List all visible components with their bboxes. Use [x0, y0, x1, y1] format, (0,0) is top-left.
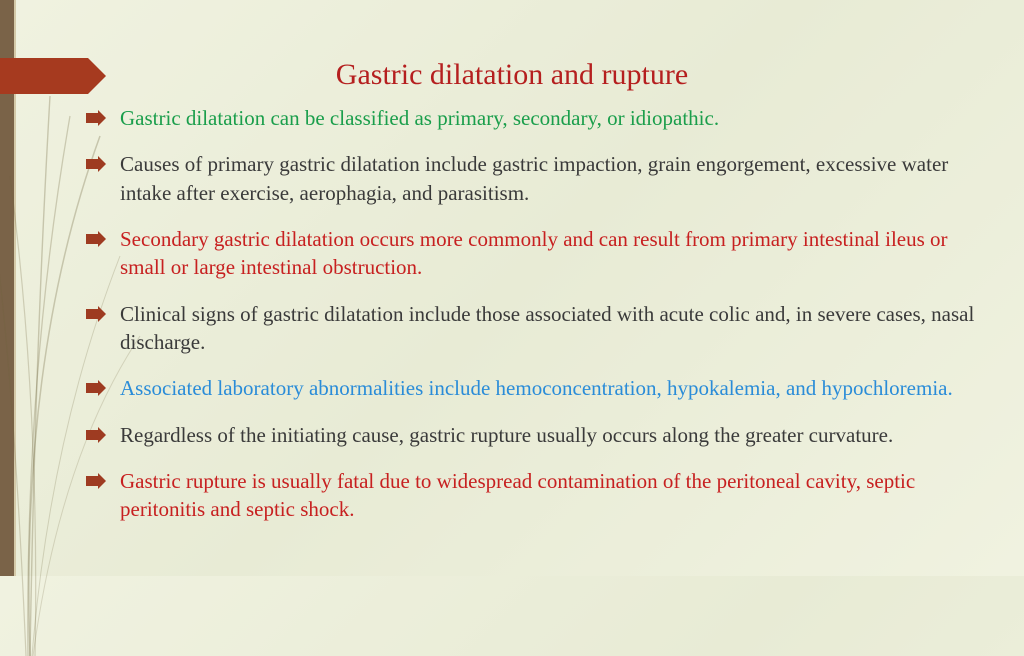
bullet-arrow-icon	[86, 306, 110, 322]
list-item: Regardless of the initiating cause, gast…	[86, 421, 984, 449]
list-item: Associated laboratory abnormalities incl…	[86, 374, 984, 402]
bullet-arrow-icon	[86, 427, 110, 443]
bullet-text: Gastric rupture is usually fatal due to …	[120, 467, 984, 524]
bullet-arrow-icon	[86, 380, 110, 396]
list-item: Secondary gastric dilatation occurs more…	[86, 225, 984, 282]
list-item: Gastric rupture is usually fatal due to …	[86, 467, 984, 524]
bullet-arrow-icon	[86, 110, 110, 126]
bullet-list: Gastric dilatation can be classified as …	[86, 104, 984, 524]
bullet-text: Secondary gastric dilatation occurs more…	[120, 225, 984, 282]
bullet-text: Clinical signs of gastric dilatation inc…	[120, 300, 984, 357]
bullet-text: Gastric dilatation can be classified as …	[120, 104, 984, 132]
bullet-arrow-icon	[86, 473, 110, 489]
bullet-arrow-icon	[86, 231, 110, 247]
bullet-text: Regardless of the initiating cause, gast…	[120, 421, 984, 449]
list-item: Clinical signs of gastric dilatation inc…	[86, 300, 984, 357]
bullet-text: Causes of primary gastric dilatation inc…	[120, 150, 984, 207]
slide-title: Gastric dilatation and rupture	[0, 58, 1024, 92]
bullet-text: Associated laboratory abnormalities incl…	[120, 374, 984, 402]
bullet-arrow-icon	[86, 156, 110, 172]
list-item: Gastric dilatation can be classified as …	[86, 104, 984, 132]
list-item: Causes of primary gastric dilatation inc…	[86, 150, 984, 207]
